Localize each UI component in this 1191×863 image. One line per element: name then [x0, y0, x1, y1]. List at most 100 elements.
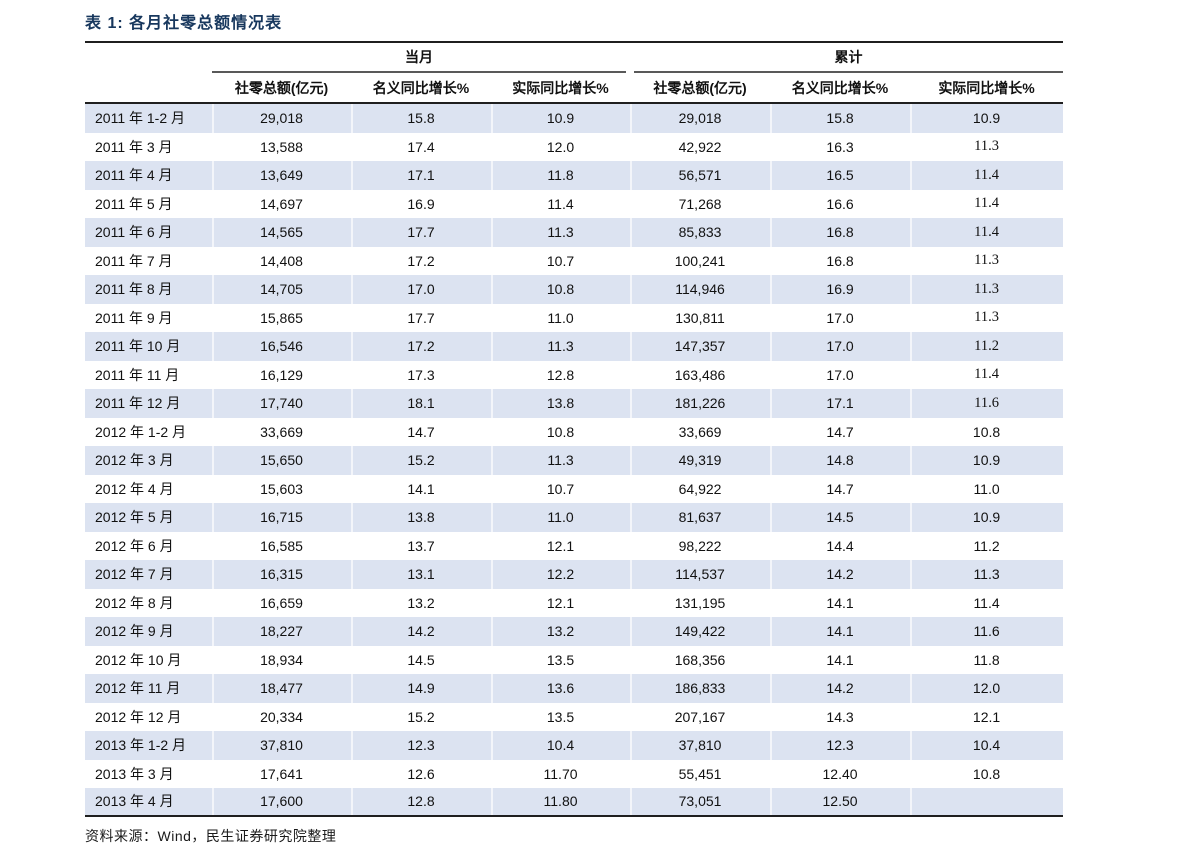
- group-header-label: 累计: [634, 43, 1064, 73]
- value-cell: 14.2: [351, 617, 491, 646]
- row-label-cell: 2012 年 8 月: [95, 594, 174, 611]
- value-cell: 207,167: [630, 703, 770, 732]
- value-cell: 10.9: [491, 104, 631, 133]
- value-cell: 17.1: [770, 389, 911, 418]
- sub-header-cell: 名义同比增长%: [770, 73, 911, 104]
- value-cell: 11.0: [491, 503, 631, 532]
- value-cell: 14.3: [770, 703, 910, 732]
- value-cell: 130,811: [630, 304, 770, 333]
- value-cell: 14.8: [770, 446, 911, 475]
- value-cell: 12.1: [491, 532, 630, 561]
- row-label-cell: 2012 年 10 月: [95, 651, 182, 668]
- value-cell: 85,833: [630, 218, 771, 247]
- sub-header-spacer: [85, 73, 212, 104]
- value-cell: 14.5: [770, 503, 911, 532]
- value-cell: 15.2: [351, 446, 491, 475]
- value-cell: 10.7: [491, 247, 630, 276]
- row-label-cell: 2012 年 4 月: [95, 480, 174, 497]
- value-cell: 73,051: [630, 788, 771, 817]
- value-cell: 17,641: [212, 760, 351, 789]
- row-label-cell: 2011 年 7 月: [95, 252, 173, 269]
- group-header-label: 当月: [212, 43, 627, 73]
- value-cell: 14.4: [770, 532, 910, 561]
- value-cell: 12.8: [351, 788, 491, 817]
- value-cell: 10.8: [491, 418, 630, 447]
- value-cell: 10.9: [910, 104, 1064, 133]
- value-cell: 12.50: [770, 788, 911, 817]
- value-cell: 15.8: [351, 104, 491, 133]
- table-row: 2011 年 4 月 13,649 17.1 11.8 56,571 16.5 11.4: [85, 161, 1064, 190]
- value-cell: 33,669: [630, 418, 770, 447]
- value-cell: 13.5: [491, 646, 630, 675]
- value-cell: 11.2: [910, 332, 1064, 361]
- value-cell: 17.2: [351, 332, 491, 361]
- value-cell: 168,356: [630, 646, 770, 675]
- value-cell: 37,810: [212, 731, 351, 760]
- value-cell: 11.0: [910, 475, 1063, 504]
- value-cell: 16.3: [770, 133, 910, 162]
- value-cell: 114,946: [630, 275, 771, 304]
- value-cell: 16,585: [212, 532, 351, 561]
- row-label-cell: 2011 年 1-2 月: [85, 104, 212, 133]
- value-cell: 16.9: [770, 275, 911, 304]
- table-row: 2011 年 9 月 15,865 17.7 11.0 130,811 17.0 11.3: [85, 304, 1063, 333]
- table-row: 2011 年 1-2 月 29,018 15.8 10.9 29,018 15.8 10.9: [85, 104, 1064, 133]
- row-label-cell: 2011 年 6 月: [85, 218, 212, 247]
- row-label-cell: 2012 年 11 月: [85, 674, 212, 703]
- value-cell: 131,195: [630, 589, 770, 618]
- table-header: 当月 累计 社零总额(亿元) 名义同比增长% 实际同比增长% 社零总额(亿元) …: [85, 43, 1064, 104]
- value-cell: 11.3: [910, 247, 1063, 276]
- value-cell: 17.3: [351, 361, 491, 390]
- row-label-cell: 2011 年 5 月: [95, 195, 173, 212]
- value-cell: 11.3: [910, 275, 1064, 304]
- value-cell: 15,650: [212, 446, 351, 475]
- row-label-cell: 2012 年 5 月: [85, 503, 212, 532]
- row-label-cell: 2012 年 9 月: [85, 617, 212, 646]
- value-cell: 33,669: [212, 418, 351, 447]
- table-row: 2012 年 4 月 15,603 14.1 10.7 64,922 14.7 11.0: [85, 475, 1063, 504]
- value-cell: 17.7: [351, 218, 491, 247]
- table-row: 2012 年 8 月 16,659 13.2 12.1 131,195 14.1 11.4: [85, 589, 1063, 618]
- value-cell: 12.2: [491, 560, 631, 589]
- row-label-cell: 2012 年 3 月: [85, 446, 212, 475]
- value-cell: 12.6: [351, 760, 491, 789]
- value-cell: 17.7: [351, 304, 491, 333]
- value-cell: 11.80: [491, 788, 631, 817]
- table-row: 2012 年 7 月 16,315 13.1 12.2 114,537 14.2 11.3: [85, 560, 1064, 589]
- value-cell: 17,600: [212, 788, 351, 817]
- value-cell: 13.8: [491, 389, 631, 418]
- value-cell: 11.4: [910, 190, 1063, 219]
- source-note: 资料来源：Wind，民生证券研究院整理: [85, 827, 337, 844]
- value-cell: 12.3: [351, 731, 491, 760]
- value-cell: 16.8: [770, 247, 910, 276]
- value-cell: 13,649: [212, 161, 351, 190]
- value-cell: 18.1: [351, 389, 491, 418]
- page-title: 表 1: 各月社零总额情况表: [85, 15, 283, 32]
- value-cell: 17.4: [351, 133, 491, 162]
- value-cell: 10.7: [491, 475, 630, 504]
- value-cell: 16.6: [770, 190, 910, 219]
- value-cell: 11.6: [910, 389, 1064, 418]
- value-cell: 10.8: [910, 760, 1063, 789]
- table-row: 2012 年 9 月 18,227 14.2 13.2 149,422 14.1 11.6: [85, 617, 1064, 646]
- row-label-cell: 2011 年 3 月: [95, 138, 173, 155]
- value-cell: 16,715: [212, 503, 351, 532]
- value-cell: 12.8: [491, 361, 630, 390]
- value-cell: 12.1: [491, 589, 630, 618]
- value-cell: 16,546: [212, 332, 351, 361]
- value-cell: 12.40: [770, 760, 910, 789]
- value-cell: 17.0: [770, 332, 911, 361]
- value-cell: 11.3: [491, 218, 631, 247]
- value-cell: 12.0: [910, 674, 1064, 703]
- value-cell: 29,018: [212, 104, 351, 133]
- value-cell: 16,315: [212, 560, 351, 589]
- row-label-cell: 2011 年 11 月: [95, 366, 180, 383]
- value-cell: 13.2: [491, 617, 631, 646]
- row-label-cell: 2012 年 7 月: [85, 560, 212, 589]
- table-row: 2012 年 3 月 15,650 15.2 11.3 49,319 14.8 10.9: [85, 446, 1064, 475]
- value-cell: 13.2: [351, 589, 491, 618]
- table-row: 2013 年 4 月 17,600 12.8 11.80 73,051 12.50: [85, 788, 1064, 817]
- value-cell: 14.7: [770, 418, 910, 447]
- value-cell: 14.1: [351, 475, 491, 504]
- table-row: 2012 年 6 月 16,585 13.7 12.1 98,222 14.4 11.2: [85, 532, 1063, 561]
